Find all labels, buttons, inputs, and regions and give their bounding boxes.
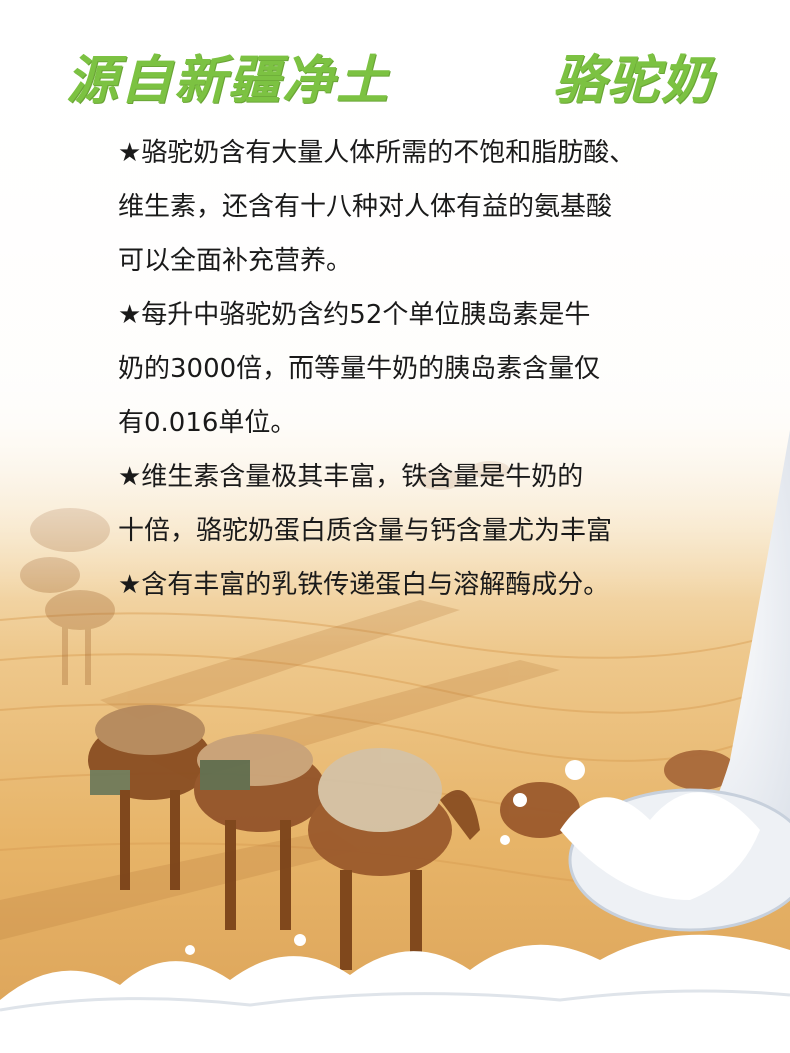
milk-splash: [0, 430, 790, 1053]
headline: 源自新疆净土 骆驼奶: [0, 38, 790, 118]
text-line: 十倍，骆驼奶蛋白质含量与钙含量尤为丰富: [118, 516, 613, 546]
headline-left: 源自新疆净土: [66, 50, 391, 111]
headline-right: 骆驼奶: [553, 50, 716, 111]
feature-text: ★骆驼奶含有大量人体所需的不饱和脂肪酸、 维生素，还含有十八种对人体有益的氨基酸…: [118, 126, 738, 612]
camel-caravan: [88, 705, 736, 970]
text-line: ★每升中骆驼奶含约52个单位胰岛素是牛: [118, 300, 591, 330]
text-line: 有0.016单位。: [118, 408, 297, 438]
text-line: ★骆驼奶含有大量人体所需的不饱和脂肪酸、: [118, 138, 636, 168]
text-line: ★维生素含量极其丰富，铁含量是牛奶的: [118, 462, 584, 492]
text-line: ★含有丰富的乳铁传递蛋白与溶解酶成分。: [118, 570, 610, 600]
text-line: 可以全面补充营养。: [118, 246, 353, 276]
text-line: 奶的3000倍，而等量牛奶的胰岛素含量仅: [118, 354, 601, 384]
text-line: 维生素，还含有十八种对人体有益的氨基酸: [118, 192, 613, 222]
